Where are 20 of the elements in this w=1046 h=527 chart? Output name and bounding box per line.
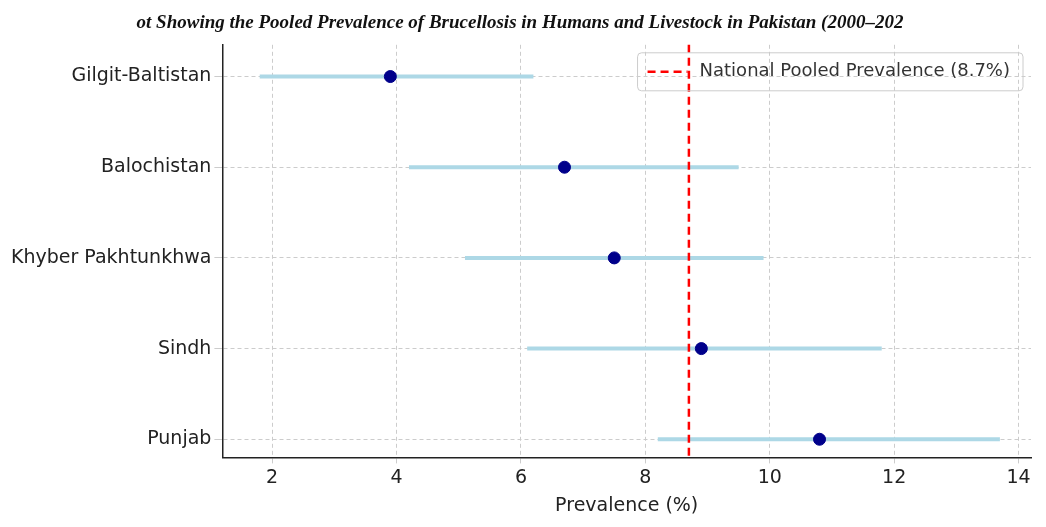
point [383, 70, 397, 84]
point [607, 251, 621, 265]
point [558, 160, 571, 174]
x-tick-label: 8 [639, 464, 652, 487]
y-tick-label: Khyber Pakhtunkhwa [10, 244, 212, 267]
y-tick-label: Punjab [147, 426, 212, 449]
ref-line-label: National Pooled Prevalence (8.7%) [699, 59, 1011, 81]
y-tick-label: Sindh [157, 335, 212, 358]
point [694, 342, 708, 356]
x-tick-label: 10 [757, 464, 782, 487]
chart-title: ot Showing the Pooled Prevalence of Brucellosis in Humans and Livestock in Pakistan (2000–202 [136, 11, 904, 34]
x-tick-label: 2 [266, 464, 279, 487]
x-tick-label: 4 [390, 464, 403, 487]
y-tick-label: Balochistan [101, 154, 212, 177]
x-tick-label: 12 [882, 464, 907, 487]
x-tick-label: 14 [1006, 464, 1031, 487]
x-tick-label: 6 [514, 464, 528, 487]
x-axis-title: Prevalence (%) [555, 492, 699, 515]
y-tick-label: Gilgit-Baltistan [71, 63, 212, 86]
point [813, 432, 827, 446]
